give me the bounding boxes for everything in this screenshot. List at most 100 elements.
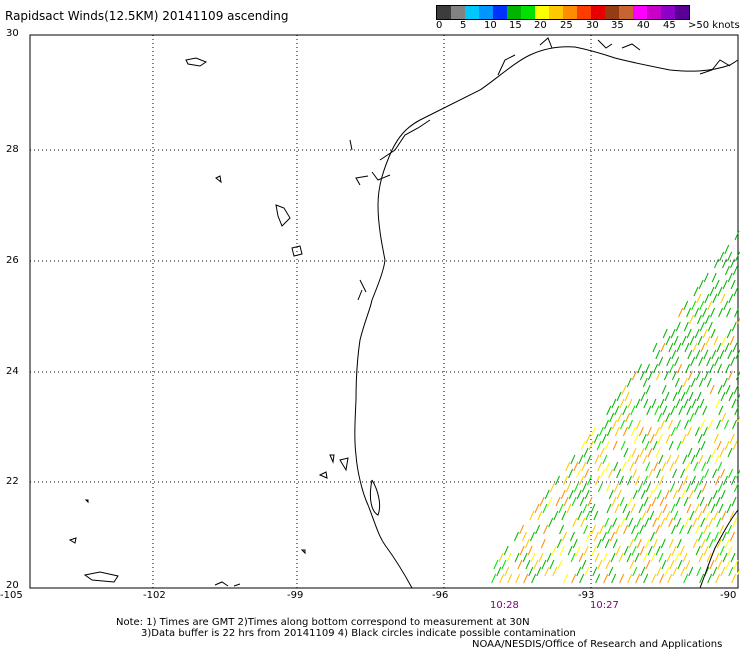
- legend-color-bar: [436, 5, 690, 20]
- wind-barb: [531, 573, 537, 584]
- wind-barb: [724, 244, 730, 255]
- wind-barb: [719, 447, 725, 458]
- wind-barb: [708, 517, 714, 528]
- lon-label-102: -102: [143, 590, 166, 601]
- wind-barb: [655, 447, 661, 458]
- wind-barb: [685, 384, 691, 395]
- wind-barb: [731, 496, 737, 507]
- wind-barb: [668, 517, 674, 528]
- wind-barb: [575, 545, 581, 556]
- wind-barb: [640, 489, 646, 500]
- wind-barb: [621, 384, 627, 395]
- wind-barb: [687, 524, 693, 535]
- wind-barb: [626, 454, 632, 465]
- wind-barb: [669, 461, 675, 472]
- wind-barb: [722, 552, 728, 563]
- wind-barb: [677, 559, 683, 570]
- wind-barb: [646, 405, 652, 416]
- wind-barb: [709, 384, 715, 395]
- wind-barb: [660, 419, 665, 430]
- wind-barb: [576, 468, 582, 479]
- wind-barb: [547, 496, 553, 507]
- wind-barb: [690, 356, 696, 367]
- wind-barb: [729, 433, 735, 444]
- wind-barb: [638, 503, 644, 514]
- wind-barb: [720, 468, 726, 479]
- wind-barb: [694, 405, 700, 416]
- wind-barb: [593, 510, 599, 521]
- wind-barb: [593, 433, 599, 444]
- wind-barb: [595, 475, 600, 486]
- wind-barb: [658, 454, 664, 465]
- wind-barb: [674, 454, 680, 465]
- yucatan-coast: [699, 509, 739, 589]
- wind-barb: [693, 286, 699, 297]
- wind-barb: [687, 447, 693, 458]
- wind-barb: [654, 426, 660, 437]
- wind-barb: [549, 559, 555, 570]
- wind-barb: [728, 566, 734, 577]
- wind-barb: [683, 321, 689, 332]
- wind-barb: [555, 496, 561, 507]
- wind-barb: [587, 475, 592, 486]
- legend-swatch: [493, 6, 507, 19]
- wind-barb: [712, 293, 718, 304]
- wind-barb: [647, 447, 653, 458]
- wind-barb: [683, 496, 689, 507]
- legend-swatch: [465, 6, 479, 19]
- wind-barb: [648, 468, 654, 479]
- wind-barb: [735, 251, 740, 262]
- wind-barb: [698, 377, 704, 388]
- wind-barb: [572, 538, 578, 549]
- wind-barb: [721, 335, 727, 346]
- wind-barb: [632, 468, 638, 479]
- wind-barb: [672, 489, 678, 500]
- wind-barb: [676, 342, 682, 353]
- legend-swatch: [479, 6, 493, 19]
- wind-barb: [580, 517, 586, 528]
- wind-barb: [686, 503, 692, 514]
- wind-barb: [599, 447, 605, 458]
- wind-barb: [718, 503, 724, 514]
- wind-barb: [546, 552, 552, 563]
- wind-barb: [662, 405, 668, 416]
- lat-label-22: 22: [6, 476, 19, 487]
- wind-barb: [638, 426, 644, 437]
- wind-barb: [700, 342, 706, 353]
- wind-barb: [646, 426, 652, 437]
- wind-barb: [655, 545, 661, 556]
- wind-barb: [561, 531, 567, 542]
- wind-barb: [515, 573, 521, 584]
- wind-barb: [541, 559, 547, 570]
- wind-barb: [679, 524, 685, 535]
- wind-barb: [602, 552, 608, 563]
- wind-barb: [551, 545, 557, 556]
- wind-barb: [660, 342, 666, 353]
- wind-barb: [723, 475, 728, 486]
- wind-barb: [563, 496, 569, 507]
- wind-barb: [725, 384, 731, 395]
- wind-barb: [700, 538, 706, 549]
- graticule: [30, 34, 738, 588]
- lat-label-24: 24: [6, 366, 19, 377]
- wind-barb: [734, 405, 740, 416]
- wind-barb: [552, 566, 558, 577]
- wind-barb: [590, 426, 596, 437]
- wind-barb: [629, 559, 635, 570]
- wind-barb: [696, 489, 702, 500]
- wind-barb: [648, 489, 654, 500]
- wind-barb: [686, 328, 692, 339]
- wind-barb: [686, 405, 692, 416]
- wind-barb: [643, 475, 648, 486]
- note-line-1: Note: 1) Times are GMT 2)Times along bot…: [116, 617, 530, 628]
- wind-barb: [580, 440, 586, 451]
- wind-barb: [581, 559, 587, 570]
- wind-barb: [493, 559, 499, 570]
- bay-outlines: [349, 37, 731, 186]
- legend-label: 35: [611, 20, 624, 31]
- wind-barb: [642, 454, 648, 465]
- wind-barb: [530, 552, 536, 563]
- wind-barb: [673, 510, 679, 521]
- wind-barb: [652, 517, 658, 528]
- wind-barb: [683, 573, 689, 584]
